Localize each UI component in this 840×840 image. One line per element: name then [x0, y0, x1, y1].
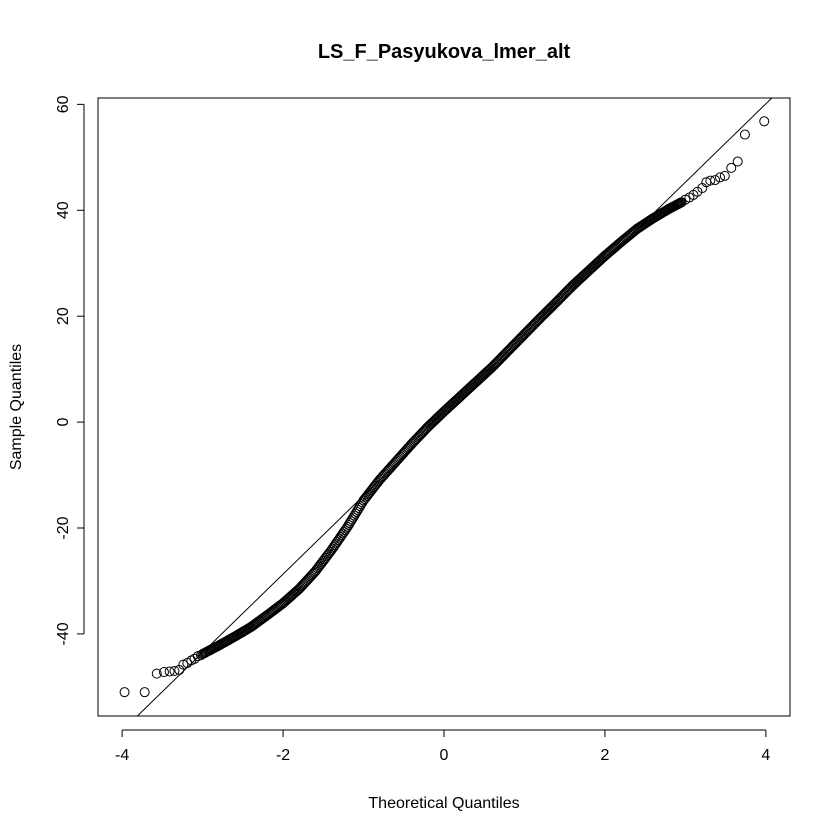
y-tick-label: 20 [55, 307, 72, 325]
data-point [119, 687, 130, 698]
y-tick-label: -40 [55, 622, 72, 645]
data-point [329, 540, 340, 551]
data-point [328, 541, 339, 552]
chart-title: LS_F_Pasyukova_lmer_alt [318, 41, 571, 63]
data-point [336, 530, 347, 541]
y-tick-label: -20 [55, 516, 72, 539]
data-point [196, 650, 206, 661]
data-point [715, 172, 725, 183]
data-point [151, 668, 162, 679]
x-tick-label: -4 [115, 747, 129, 764]
data-point [340, 525, 351, 536]
data-point [341, 523, 352, 534]
data-point [327, 543, 338, 554]
data-point [332, 536, 343, 547]
data-point [139, 687, 150, 698]
data-point [759, 116, 770, 127]
y-tick-label: 0 [55, 418, 72, 427]
x-tick-label: 2 [600, 747, 609, 764]
x-tick-label: -2 [276, 747, 290, 764]
data-point [335, 531, 346, 542]
y-axis-label: Sample Quantiles [8, 344, 25, 470]
y-axis: -40 -20 0 20 40 60 [55, 95, 85, 645]
x-tick-label: 4 [761, 747, 770, 764]
data-point [326, 545, 337, 556]
data-point [732, 156, 743, 167]
plot-frame [97, 97, 791, 717]
data-point [726, 162, 737, 173]
y-tick-label: 60 [55, 95, 72, 113]
data-point [330, 538, 341, 549]
data-point [705, 175, 716, 186]
data-point [338, 526, 349, 537]
data-point [739, 129, 750, 140]
x-axis-label: Theoretical Quantiles [368, 795, 519, 812]
data-point [164, 666, 175, 677]
data-point [710, 175, 721, 186]
data-point [158, 667, 169, 678]
y-tick-label: 40 [55, 201, 72, 219]
data-point [719, 170, 730, 181]
x-axis: -4 -2 0 2 4 [115, 729, 770, 764]
data-point [169, 665, 180, 676]
data-point [334, 533, 345, 544]
x-tick-label: 0 [440, 747, 449, 764]
data-point [333, 535, 344, 546]
data-point [337, 528, 348, 539]
data-points [119, 116, 770, 698]
